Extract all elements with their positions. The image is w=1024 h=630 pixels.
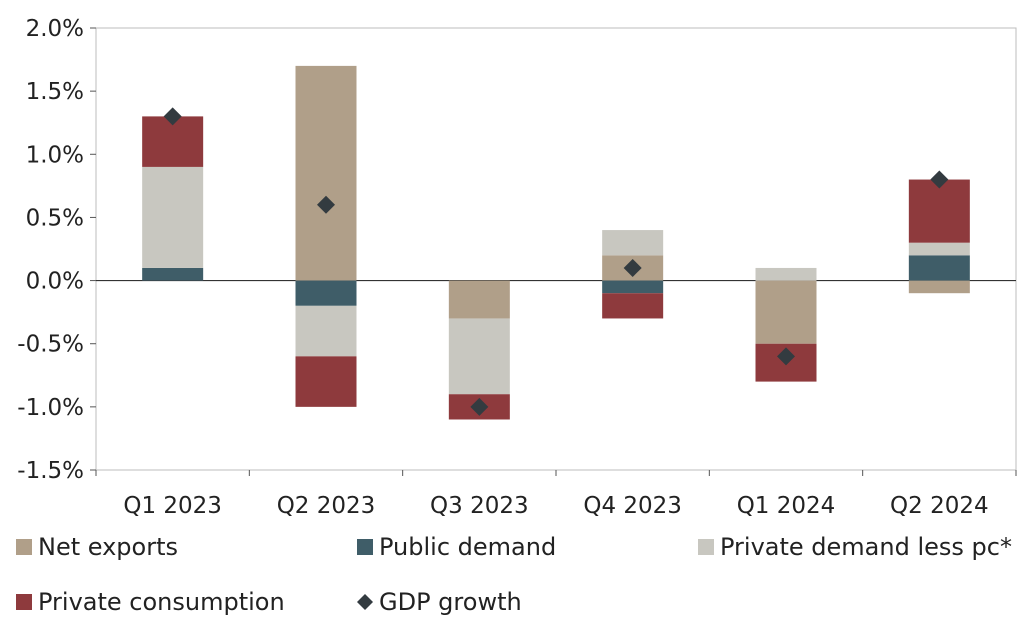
bar-segment	[908, 280, 970, 294]
gdp-diamond-marker	[777, 347, 795, 366]
legend-swatch	[357, 539, 373, 555]
bar-segment	[908, 242, 970, 256]
y-tick-label: -1.5%	[17, 458, 84, 484]
bar-segment	[908, 179, 970, 243]
bar-segment	[908, 255, 970, 281]
x-tick-label: Q2 2024	[890, 493, 989, 519]
bar-segment	[142, 267, 204, 281]
bar-segment	[295, 356, 357, 407]
chart-legend: Net exports Public demand Private demand l…	[16, 533, 1012, 616]
y-tick-label: -1.0%	[17, 395, 84, 421]
y-tick-label: 1.0%	[26, 142, 84, 168]
gdp-marker-group	[163, 107, 949, 416]
chart-axes: -1.5% -1.0% -0.5% 0.0% 0.5% 1.0% 1.5% 2.0% Q1 20…	[17, 16, 1017, 519]
y-tick-label: 0.5%	[26, 205, 84, 231]
y-tick-label: 2.0%	[26, 16, 84, 42]
x-tick-label: Q1 2024	[737, 493, 836, 519]
x-tick-label: Q1 2023	[123, 493, 222, 519]
legend-label: Net exports	[38, 533, 178, 561]
legend-swatch	[698, 539, 714, 555]
legend-label: Private consumption	[38, 588, 285, 616]
legend-swatch	[16, 594, 32, 610]
bar-segment	[295, 280, 357, 306]
bar-segment	[448, 280, 510, 319]
x-tick-label: Q3 2023	[430, 493, 529, 519]
bar-segment	[755, 280, 817, 344]
x-tick-label: Q2 2023	[277, 493, 376, 519]
gdp-diamond-marker	[317, 195, 335, 214]
bar-segment	[295, 65, 357, 281]
gdp-diamond-marker	[470, 397, 489, 416]
bar-segment	[142, 166, 204, 268]
bar-segment	[602, 230, 664, 256]
y-tick-label: 1.5%	[26, 79, 84, 105]
bar-segment	[755, 267, 817, 281]
legend-label: GDP growth	[379, 588, 522, 616]
bar-segment	[448, 318, 510, 395]
x-tick-label: Q4 2023	[583, 493, 682, 519]
legend-swatch	[16, 539, 32, 555]
bar-segment	[295, 305, 357, 357]
legend-label: Private demand less pc*	[720, 533, 1012, 561]
gdp-diamond-marker	[930, 170, 949, 189]
bar-segment	[602, 293, 664, 319]
legend-label: Public demand	[379, 533, 556, 561]
gdp-diamond-marker	[163, 107, 182, 126]
gdp-diamond-marker	[623, 258, 642, 277]
y-tick-label: 0.0%	[26, 269, 84, 295]
plot-area-border	[95, 27, 1017, 471]
legend-diamond	[357, 594, 373, 610]
bar-series-group	[142, 65, 970, 420]
y-tick-label: -0.5%	[17, 332, 84, 358]
bar-segment	[602, 280, 664, 294]
